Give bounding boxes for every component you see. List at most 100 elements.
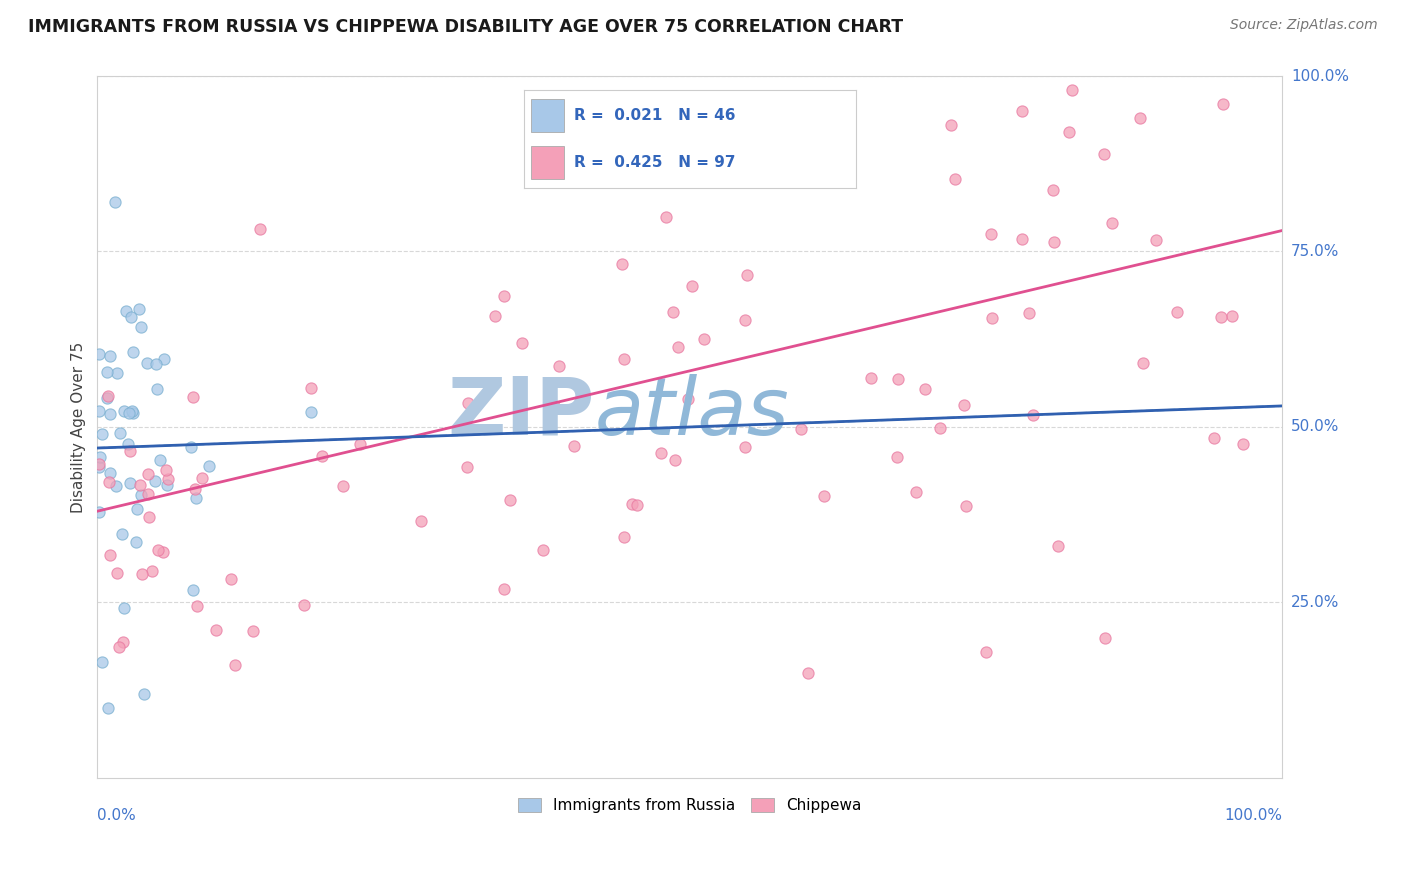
Point: [626, 498, 648, 512]
Point: [562, 439, 585, 453]
Point: [980, 227, 1002, 241]
Point: [205, 623, 228, 637]
Point: [292, 598, 315, 612]
Point: [91, 655, 114, 669]
Point: [181, 582, 204, 597]
Point: [121, 406, 143, 420]
Point: [299, 381, 322, 395]
Point: [332, 479, 354, 493]
Point: [110, 426, 132, 441]
Point: [157, 472, 180, 486]
Point: [97, 475, 120, 489]
Point: [98, 467, 121, 481]
Point: [129, 478, 152, 492]
Point: [131, 567, 153, 582]
Point: [411, 515, 433, 529]
Point: [98, 350, 121, 364]
Point: [120, 310, 142, 324]
Point: [149, 452, 172, 467]
Point: [1144, 233, 1167, 247]
Point: [186, 599, 208, 613]
Point: [125, 502, 148, 516]
Point: [146, 383, 169, 397]
Point: [1166, 305, 1188, 319]
Point: [662, 304, 685, 318]
Point: [125, 534, 148, 549]
Point: [117, 437, 139, 451]
Point: [457, 396, 479, 410]
Point: [112, 403, 135, 417]
Point: [681, 279, 703, 293]
Point: [547, 359, 569, 373]
Point: [87, 347, 110, 361]
Point: [484, 310, 506, 324]
Point: [790, 422, 813, 436]
Point: [104, 478, 127, 492]
Point: [735, 268, 758, 282]
Point: [456, 459, 478, 474]
Point: [349, 437, 371, 451]
Point: [943, 172, 966, 186]
Point: [128, 302, 150, 317]
Point: [1202, 431, 1225, 445]
Point: [120, 476, 142, 491]
Point: [1046, 539, 1069, 553]
Point: [953, 398, 976, 412]
Point: [98, 407, 121, 421]
Point: [181, 390, 204, 404]
Point: [98, 549, 121, 563]
Point: [980, 310, 1002, 325]
Text: IMMIGRANTS FROM RUSSIA VS CHIPPEWA DISABILITY AGE OVER 75 CORRELATION CHART: IMMIGRANTS FROM RUSSIA VS CHIPPEWA DISAB…: [28, 18, 903, 36]
Point: [191, 471, 214, 485]
Text: 25.0%: 25.0%: [1291, 595, 1339, 610]
Point: [494, 582, 516, 596]
Point: [1060, 83, 1083, 97]
Point: [242, 624, 264, 639]
Point: [666, 340, 689, 354]
Point: [1011, 104, 1033, 119]
Text: Source: ZipAtlas.com: Source: ZipAtlas.com: [1230, 18, 1378, 32]
Point: [180, 440, 202, 454]
Point: [107, 566, 129, 581]
Point: [249, 222, 271, 236]
Point: [145, 475, 167, 489]
Text: 75.0%: 75.0%: [1291, 244, 1339, 259]
Point: [1232, 437, 1254, 451]
Point: [138, 510, 160, 524]
Point: [132, 687, 155, 701]
Point: [1094, 631, 1116, 645]
Point: [543, 399, 565, 413]
Point: [974, 644, 997, 658]
Point: [135, 355, 157, 369]
Point: [1042, 184, 1064, 198]
Point: [104, 195, 127, 210]
Point: [664, 452, 686, 467]
Point: [734, 440, 756, 454]
Point: [96, 365, 118, 379]
Point: [621, 497, 644, 511]
Point: [610, 257, 633, 271]
Point: [1132, 356, 1154, 370]
Point: [136, 487, 159, 501]
Point: [129, 319, 152, 334]
Point: [1042, 235, 1064, 250]
Point: [198, 459, 221, 474]
Legend: Immigrants from Russia, Chippewa: Immigrants from Russia, Chippewa: [512, 792, 868, 820]
Point: [122, 345, 145, 359]
Point: [859, 370, 882, 384]
Point: [155, 462, 177, 476]
Text: 0.0%: 0.0%: [97, 808, 136, 823]
Point: [105, 366, 128, 380]
Point: [905, 484, 928, 499]
Text: ZIP: ZIP: [449, 374, 595, 452]
Point: [1209, 310, 1232, 324]
Point: [89, 450, 111, 464]
Point: [1022, 408, 1045, 422]
Point: [531, 543, 554, 558]
Point: [153, 351, 176, 366]
Point: [87, 460, 110, 475]
Point: [118, 406, 141, 420]
Point: [311, 450, 333, 464]
Point: [120, 443, 142, 458]
Point: [1057, 125, 1080, 139]
